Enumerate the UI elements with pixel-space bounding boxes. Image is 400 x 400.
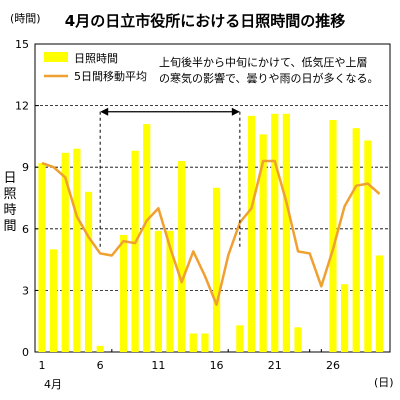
y-tick-label: 9 <box>22 161 29 174</box>
arrow-head-right <box>231 107 240 116</box>
moving-average-line <box>41 159 381 307</box>
sunshine-bar <box>201 333 209 352</box>
x-tick-label: 11 <box>151 359 165 372</box>
annotation-line-2: の寒気の影響で、曇りや雨の日が多くなる。 <box>159 71 379 85</box>
sunshine-bar <box>294 327 302 352</box>
legend-bar-swatch <box>44 52 68 62</box>
sunshine-bar <box>189 333 197 352</box>
sunshine-bar <box>73 148 81 352</box>
sunshine-bar <box>352 128 360 352</box>
sunshine-bar <box>247 115 256 352</box>
y-tick-label: 15 <box>15 38 29 51</box>
x-tick-label: 6 <box>97 359 104 372</box>
sunshine-bar <box>364 140 372 352</box>
sunshine-bar <box>340 284 349 352</box>
y-axis-unit: (時間) <box>10 12 41 25</box>
sunshine-bar <box>166 230 174 352</box>
arrow-head-left <box>100 107 109 116</box>
sunshine-bar <box>271 113 279 353</box>
x-tick-label: 21 <box>268 359 282 372</box>
annotation-line-1: 上旬後半から中旬にかけて、低気圧や上層 <box>159 55 367 69</box>
y-tick-label: 0 <box>22 346 29 359</box>
y-axis-label: 日 照 時 間 <box>3 171 16 234</box>
sunshine-bar <box>154 230 162 352</box>
y-label-char: 間 <box>3 219 16 234</box>
y-label-char: 照 <box>3 187 16 202</box>
sunshine-bar <box>38 163 46 352</box>
sunshine-bar <box>212 187 221 352</box>
sunshine-bar <box>96 345 104 352</box>
legend: 日照時間 5日間移動平均 <box>44 52 147 83</box>
legend-line-label: 5日間移動平均 <box>74 69 147 83</box>
sunshine-bar <box>84 191 93 352</box>
sunshine-bar <box>178 161 186 352</box>
x-tick-label: 1 <box>38 359 45 372</box>
sunshine-bar <box>143 124 151 352</box>
annotation-arrow <box>99 107 241 250</box>
y-label-char: 日 <box>3 171 16 186</box>
x-axis-unit: (日) <box>374 376 394 389</box>
x-tick-label: 26 <box>326 359 340 372</box>
sunshine-bar <box>236 325 244 352</box>
sunshine-bar <box>119 234 128 352</box>
x-tick-label: 16 <box>210 359 224 372</box>
sunshine-bar <box>329 119 337 353</box>
sunshine-bar <box>50 249 58 352</box>
y-tick-label: 12 <box>15 100 29 113</box>
sunshine-bar <box>375 255 384 352</box>
sunshine-bar <box>259 134 267 352</box>
bar-series <box>38 113 384 353</box>
sunshine-bar <box>131 150 139 352</box>
y-tick-label: 6 <box>22 223 29 236</box>
y-label-char: 時 <box>3 203 16 218</box>
y-tick-label: 3 <box>22 284 29 297</box>
month-label: 4月 <box>44 378 62 391</box>
sunshine-bar <box>282 113 291 353</box>
sunshine-bar <box>61 152 69 352</box>
legend-bar-label: 日照時間 <box>74 52 118 65</box>
chart-title: 4月の日立市役所における日照時間の推移 <box>65 12 345 30</box>
